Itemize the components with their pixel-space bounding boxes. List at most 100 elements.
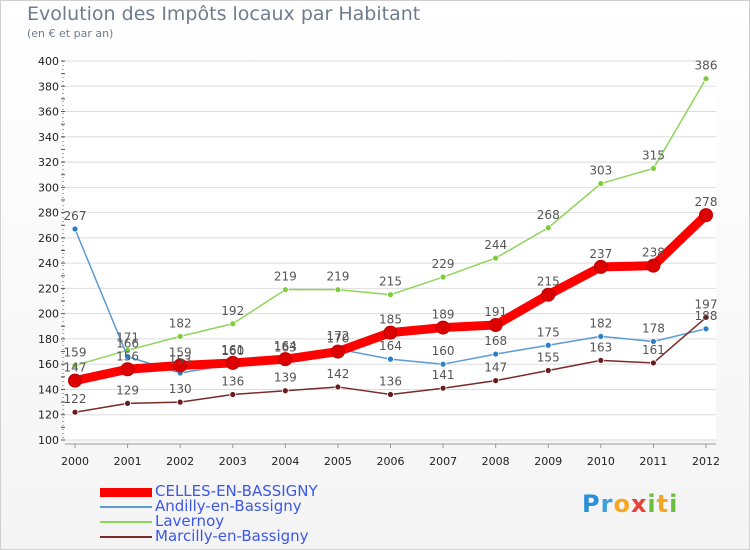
data-label-celles-en-bassigny: 238: [642, 246, 665, 260]
x-tick-label: 2012: [692, 455, 720, 468]
chart-title: Evolution des Impôts locaux par Habitant: [27, 3, 421, 25]
data-label-lavernoy: 229: [432, 257, 455, 271]
data-label-celles-en-bassigny: 170: [326, 332, 349, 346]
data-point-marcilly-en-bassigny: [702, 314, 710, 321]
data-point-marcilly-en-bassigny: [492, 377, 500, 385]
data-label-celles-en-bassigny: 215: [537, 275, 560, 289]
data-point-marcilly-en-bassigny: [71, 408, 79, 416]
line-chart: 100 120 140 160 180 200 220 240 260 280 300 320 340 3…: [38, 55, 720, 468]
legend-label: CELLES-EN-BASSIGNY: [155, 482, 318, 500]
data-point-andilly-en-bassigny: [492, 350, 500, 358]
data-point-andilly-en-bassigny: [650, 338, 657, 345]
data-label-lavernoy: 219: [274, 270, 297, 284]
data-label-andilly-en-bassigny: 267: [64, 209, 87, 223]
logo-letter: i: [669, 490, 679, 518]
data-point-celles-en-bassigny: [593, 259, 608, 274]
legend-swatch: [100, 487, 152, 497]
data-point-marcilly-en-bassigny: [176, 398, 184, 406]
data-label-layer: 159 171 182 192 219 219 215 229 244 268 303 315 386 2…: [64, 59, 718, 407]
data-point-andilly-en-bassigny: [544, 341, 552, 349]
data-point-lavernoy: [544, 224, 552, 232]
data-label-andilly-en-bassigny: 188: [695, 309, 718, 323]
logo-letter: o: [613, 490, 631, 518]
data-label-lavernoy: 303: [589, 164, 612, 178]
y-tick-label: 120: [38, 409, 59, 422]
y-tick-label: 240: [38, 257, 59, 270]
data-point-celles-en-bassigny: [278, 352, 293, 367]
data-label-marcilly-en-bassigny: 139: [274, 371, 297, 385]
y-tick-label: 100: [38, 434, 59, 447]
data-label-marcilly-en-bassigny: 155: [537, 351, 560, 365]
data-label-marcilly-en-bassigny: 142: [326, 367, 349, 381]
data-label-lavernoy: 386: [695, 59, 718, 73]
data-label-lavernoy: 219: [326, 270, 349, 284]
data-label-marcilly-en-bassigny: 122: [64, 392, 87, 406]
data-point-lavernoy: [597, 180, 605, 187]
data-label-marcilly-en-bassigny: 136: [379, 375, 402, 389]
logo-letter: t: [656, 490, 670, 518]
logo-letter: x: [630, 490, 648, 518]
x-tick-label: 2005: [324, 455, 352, 468]
data-point-andilly-en-bassigny: [597, 333, 605, 340]
x-tick-label: 2000: [61, 455, 89, 468]
data-point-marcilly-en-bassigny: [597, 357, 605, 364]
legend-label: Lavernoy: [155, 512, 225, 530]
data-label-andilly-en-bassigny: 160: [432, 344, 455, 358]
y-tick-label: 360: [38, 106, 59, 119]
series-layer: [68, 75, 713, 416]
data-point-andilly-en-bassigny: [387, 355, 394, 363]
data-label-andilly-en-bassigny: 175: [537, 325, 560, 339]
data-label-andilly-en-bassigny: 182: [589, 316, 612, 330]
data-point-celles-en-bassigny: [541, 287, 556, 302]
data-label-celles-en-bassigny: 278: [695, 195, 718, 209]
y-tick-label: 220: [38, 282, 59, 295]
data-label-marcilly-en-bassigny: 197: [695, 297, 718, 311]
x-tick-label: 2001: [114, 455, 142, 468]
data-label-lavernoy: 268: [537, 208, 560, 222]
y-tick-label: 400: [38, 55, 59, 68]
data-label-lavernoy: 171: [116, 330, 139, 344]
y-tick-label: 180: [38, 333, 59, 346]
data-label-andilly-en-bassigny: 168: [484, 334, 507, 348]
data-point-lavernoy: [281, 286, 289, 294]
data-point-lavernoy: [387, 291, 394, 299]
data-point-marcilly-en-bassigny: [439, 384, 447, 392]
data-label-celles-en-bassigny: 191: [484, 305, 507, 319]
y-tick-label: 320: [38, 156, 59, 169]
data-label-andilly-en-bassigny: 164: [379, 339, 402, 353]
data-point-lavernoy: [176, 333, 184, 340]
data-point-lavernoy: [702, 75, 710, 83]
data-label-celles-en-bassigny: 189: [432, 308, 455, 322]
proxiti-logo: Proxiti: [582, 490, 678, 518]
data-label-marcilly-en-bassigny: 136: [221, 375, 244, 389]
data-label-andilly-en-bassigny: 172: [326, 329, 349, 343]
data-point-lavernoy: [334, 286, 342, 294]
data-point-celles-en-bassigny: [646, 258, 661, 273]
y-tick-label: 200: [38, 308, 59, 321]
data-point-lavernoy: [439, 273, 447, 281]
legend-swatch: [100, 536, 152, 538]
data-point-marcilly-en-bassigny: [229, 391, 237, 398]
legend-item-andilly-en-bassigny: Andilly-en-Bassigny: [100, 497, 400, 515]
legend-label: Marcilly-en-Bassigny: [155, 527, 309, 545]
data-label-marcilly-en-bassigny: 129: [116, 383, 139, 397]
data-label-marcilly-en-bassigny: 130: [169, 382, 192, 396]
logo-letter: P: [582, 490, 601, 518]
data-point-marcilly-en-bassigny: [281, 387, 289, 395]
data-label-celles-en-bassigny: 185: [379, 313, 402, 327]
x-tick-label: 2008: [482, 455, 510, 468]
y-tick-label: 340: [38, 131, 59, 144]
data-label-celles-en-bassigny: 147: [64, 361, 87, 375]
data-point-lavernoy: [492, 254, 500, 262]
data-label-celles-en-bassigny: 161: [221, 343, 244, 357]
legend-item-marcilly-en-bassigny: Marcilly-en-Bassigny: [100, 527, 400, 545]
data-label-andilly-en-bassigny: 166: [116, 337, 139, 351]
x-tick-label: 2010: [587, 455, 615, 468]
data-point-andilly-en-bassigny: [71, 225, 79, 233]
x-tick-label: 2003: [219, 455, 247, 468]
data-point-celles-en-bassigny: [330, 344, 345, 359]
data-point-celles-en-bassigny: [68, 373, 82, 388]
x-tick-label: 2004: [271, 455, 299, 468]
data-label-celles-en-bassigny: 156: [116, 349, 139, 363]
data-label-lavernoy: 192: [221, 304, 244, 318]
